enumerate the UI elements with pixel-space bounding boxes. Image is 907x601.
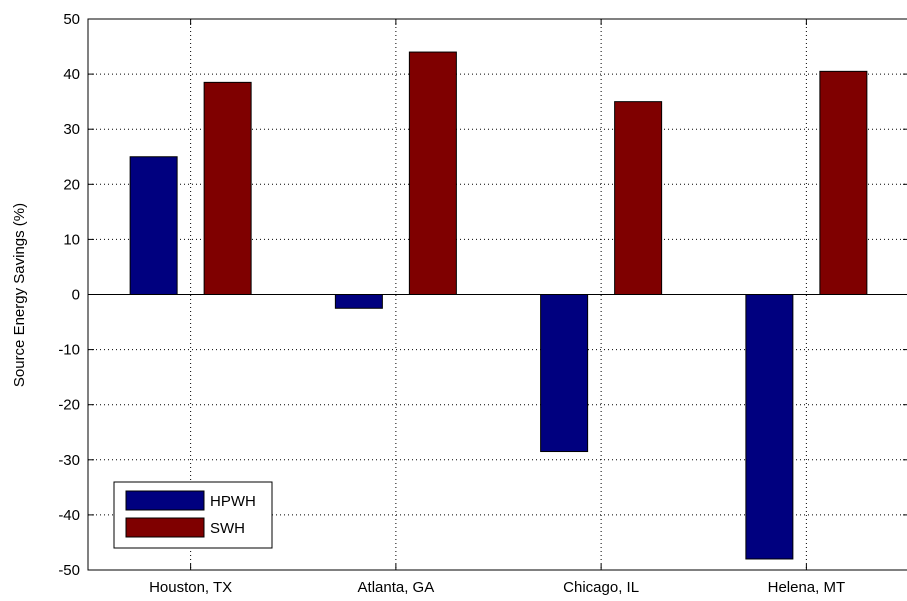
x-tick-label: Atlanta, GA xyxy=(358,579,435,596)
legend: HPWH SWH xyxy=(113,481,273,549)
y-tick-label: 0 xyxy=(72,287,80,304)
y-tick-label: -30 xyxy=(58,452,80,469)
bar-swh-0 xyxy=(203,81,252,295)
legend-label-hpwh: HPWH xyxy=(210,493,256,510)
y-tick-label: -10 xyxy=(58,342,80,359)
y-tick-label: 50 xyxy=(63,11,80,28)
bar-hpwh-0 xyxy=(129,156,178,295)
x-tick-label: Chicago, IL xyxy=(563,579,639,596)
y-tick-label: -40 xyxy=(58,507,80,524)
y-tick-label: -50 xyxy=(58,562,80,579)
bar-hpwh-2 xyxy=(540,294,589,453)
legend-label-swh: SWH xyxy=(210,520,245,537)
y-tick-label: 30 xyxy=(63,121,80,138)
legend-swatch-swh xyxy=(125,517,205,538)
y-axis-label: Source Energy Savings (%) xyxy=(11,203,28,387)
x-axis: Houston, TX Atlanta, GA Chicago, IL Helena,… xyxy=(149,19,845,596)
bar-hpwh-3 xyxy=(745,294,794,560)
y-tick-label: -20 xyxy=(58,397,80,414)
bars xyxy=(129,51,868,560)
y-tick-label: 20 xyxy=(63,176,80,193)
x-tick-label: Houston, TX xyxy=(149,579,232,596)
legend-swatch-hpwh xyxy=(125,490,205,511)
y-tick-label: 10 xyxy=(63,231,80,248)
bar-swh-1 xyxy=(408,51,457,296)
bar-swh-3 xyxy=(819,70,868,295)
x-tick-label: Helena, MT xyxy=(768,579,846,596)
bar-hpwh-1 xyxy=(334,294,383,309)
y-axis: 50 40 30 20 10 0 -10 -20 -30 -40 -50 xyxy=(58,11,907,579)
bar-swh-2 xyxy=(614,101,663,296)
y-tick-label: 40 xyxy=(63,66,80,83)
